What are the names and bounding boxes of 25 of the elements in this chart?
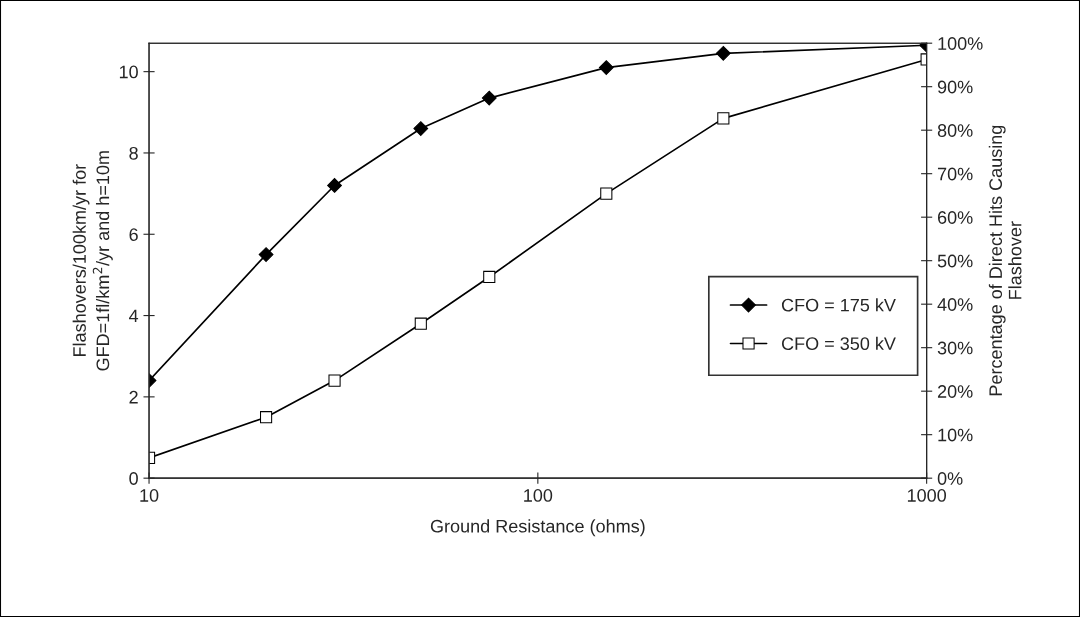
- x-tick-label: 10: [140, 489, 159, 502]
- y-tick-label: 4: [129, 309, 139, 323]
- y2-tick-label: 50%: [937, 254, 973, 268]
- y2-axis-title: Percentage of Direct Hits Causing Flashover: [988, 125, 1022, 396]
- y2-tick-label: 40%: [937, 298, 973, 311]
- y-axis-title: Flashovers/100km/yr for GFD=1fl/km$^{2}$/yr and h=10m: [72, 151, 113, 371]
- y2-tick-label: 80%: [937, 124, 973, 137]
- x-tick-label: 100: [524, 489, 553, 502]
- y-tick-label: 8: [129, 146, 138, 160]
- y2-tick-label: 20%: [937, 385, 973, 398]
- y2-tick-label: 10%: [938, 428, 973, 442]
- y2-tick-label: 30%: [937, 341, 973, 355]
- y2-tick-label: 60%: [937, 211, 973, 224]
- y2-tick-label: 70%: [937, 167, 973, 181]
- y2-tick-label: 0%: [937, 472, 963, 485]
- y-tick-label: 0: [129, 472, 138, 485]
- x-tick-label: 1000: [907, 489, 947, 502]
- legend-label: CFO = 175 kV: [781, 298, 896, 312]
- x-axis-title: Ground Resistance (ohms): [430, 519, 645, 537]
- y-tick-label: 6: [129, 228, 138, 241]
- y2-tick-label: 100%: [938, 37, 983, 50]
- legend-label: CFO = 350 kV: [781, 336, 896, 351]
- y-tick-label: 10: [119, 65, 138, 79]
- y-tick-label: 2: [129, 390, 138, 404]
- y2-tick-label: 90%: [937, 80, 973, 94]
